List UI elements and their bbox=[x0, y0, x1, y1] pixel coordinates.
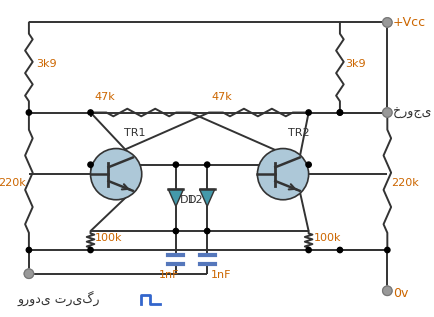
Text: D2: D2 bbox=[188, 195, 204, 204]
Text: 220k: 220k bbox=[0, 178, 26, 188]
Text: خروجی: خروجی bbox=[393, 106, 431, 119]
Text: TR2: TR2 bbox=[288, 128, 309, 138]
Circle shape bbox=[385, 247, 390, 253]
Circle shape bbox=[385, 110, 390, 115]
Text: 220k: 220k bbox=[391, 178, 419, 188]
Text: 100k: 100k bbox=[313, 233, 341, 243]
Text: D1: D1 bbox=[180, 195, 195, 204]
Text: 3k9: 3k9 bbox=[345, 59, 366, 69]
Circle shape bbox=[337, 110, 342, 115]
Circle shape bbox=[91, 149, 142, 200]
Circle shape bbox=[383, 108, 392, 117]
Text: ورودی تریگر: ورودی تریگر bbox=[17, 291, 100, 306]
Circle shape bbox=[24, 269, 34, 278]
Circle shape bbox=[383, 286, 392, 295]
Circle shape bbox=[173, 228, 178, 234]
Circle shape bbox=[88, 162, 93, 167]
Circle shape bbox=[306, 162, 311, 167]
Text: 0v: 0v bbox=[393, 287, 408, 300]
Circle shape bbox=[26, 247, 32, 253]
Circle shape bbox=[88, 247, 93, 253]
Polygon shape bbox=[200, 189, 215, 206]
Circle shape bbox=[383, 18, 392, 27]
Text: 3k9: 3k9 bbox=[36, 59, 57, 69]
Polygon shape bbox=[168, 189, 184, 206]
Circle shape bbox=[173, 162, 178, 167]
Circle shape bbox=[306, 247, 311, 253]
Text: 47k: 47k bbox=[94, 92, 115, 102]
Circle shape bbox=[204, 162, 210, 167]
Circle shape bbox=[257, 149, 309, 200]
Text: +Vcc: +Vcc bbox=[393, 16, 426, 29]
Text: 1nF: 1nF bbox=[211, 270, 231, 281]
Text: 47k: 47k bbox=[211, 92, 232, 102]
Circle shape bbox=[26, 110, 32, 115]
Circle shape bbox=[337, 110, 342, 115]
Circle shape bbox=[204, 228, 210, 234]
Text: 100k: 100k bbox=[95, 233, 123, 243]
Text: TR1: TR1 bbox=[124, 128, 145, 138]
Circle shape bbox=[306, 110, 311, 115]
Text: 1nF: 1nF bbox=[159, 270, 179, 281]
Circle shape bbox=[337, 247, 342, 253]
Circle shape bbox=[88, 110, 93, 115]
